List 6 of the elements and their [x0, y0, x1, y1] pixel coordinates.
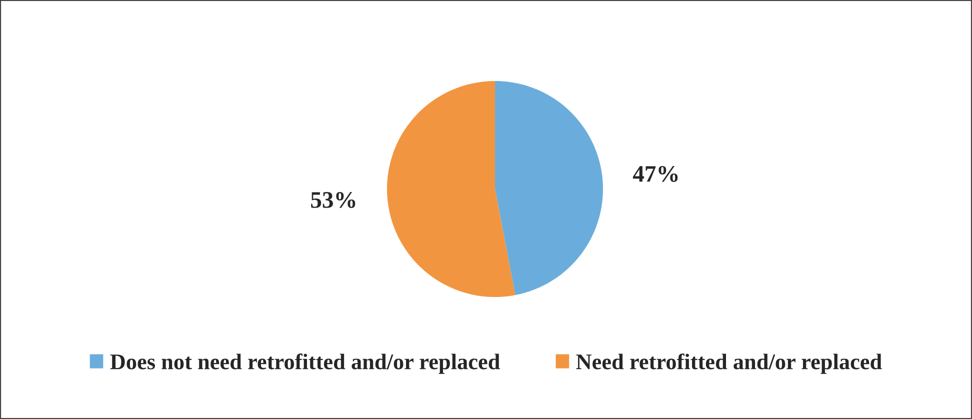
pie-slice: [495, 81, 603, 296]
pie-slice: [387, 81, 516, 297]
legend-label: Does not need retrofitted and/or replaced: [110, 353, 500, 374]
legend-label: Need retrofitted and/or replaced: [576, 353, 882, 374]
data-label: 53%: [311, 192, 356, 208]
data-label: 47%: [632, 166, 678, 182]
